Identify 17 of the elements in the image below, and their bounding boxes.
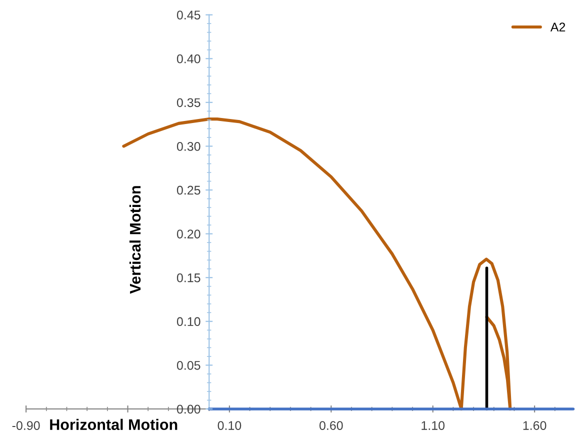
- y-tick-label: 0.35: [176, 98, 200, 108]
- x-tick-label: -0.90: [12, 421, 40, 430]
- y-tick-label: 0.20: [176, 230, 200, 238]
- x-tick-label: 1.10: [422, 421, 445, 430]
- y-axis-title: Vertical Motion: [129, 186, 141, 294]
- y-tick-label: 0.30: [176, 142, 200, 151]
- y-tick-label: 0.25: [176, 186, 200, 195]
- x-tick-label: 0.60: [319, 421, 343, 430]
- x-axis-title: Horizontal Motion: [50, 418, 178, 430]
- y-tick-label: 0.05: [176, 360, 200, 370]
- x-tick-label: 0.10: [218, 421, 242, 430]
- legend-label: A2: [550, 22, 566, 32]
- y-tick-label: 0.40: [176, 54, 200, 64]
- y-tick-label: 0.45: [176, 10, 200, 20]
- x-tick-label: 1.60: [523, 421, 546, 430]
- y-tick-label: 0.15: [176, 273, 200, 282]
- y-tick-label: 0.10: [176, 317, 200, 326]
